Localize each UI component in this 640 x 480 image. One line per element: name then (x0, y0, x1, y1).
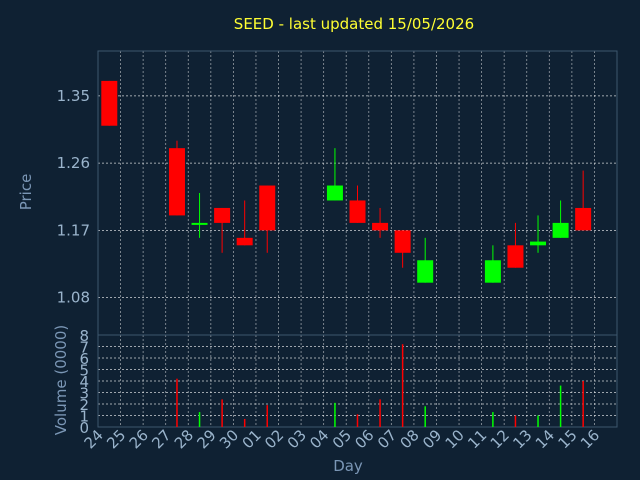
volume-tick-label: 6 (79, 350, 89, 368)
volume-tick-label: 2 (79, 396, 89, 414)
price-tick-label: 1.08 (57, 289, 90, 307)
candle-body (326, 185, 343, 201)
day-tick-label: 16 (577, 426, 603, 452)
volume-bar (559, 385, 562, 427)
volume-bar (356, 414, 359, 427)
volume-bar (582, 381, 584, 427)
candle-body (214, 207, 231, 223)
volume-bar (266, 405, 268, 427)
volume-tick-label: 4 (79, 373, 89, 391)
price-axis-label: Price (17, 174, 35, 211)
chart-title: SEED - last updated 15/05/2026 (234, 15, 474, 33)
price-tick-label: 1.26 (57, 154, 90, 172)
price-tick-label: 1.35 (57, 87, 90, 105)
day-axis-label: Day (333, 457, 363, 475)
volume-bar (198, 412, 201, 427)
candle-body (349, 200, 366, 223)
volume-bar (176, 378, 178, 427)
candle-body (394, 230, 411, 253)
candle-body (530, 241, 547, 246)
volume-tick-label: 7 (79, 339, 89, 357)
candle-body (259, 185, 276, 231)
candle-body (168, 148, 185, 216)
volume-tick-label: 0 (79, 419, 89, 437)
price-tick-label: 1.17 (57, 221, 90, 239)
volume-bar (424, 406, 426, 427)
volume-tick-label: 5 (79, 362, 89, 380)
candle-body (417, 260, 434, 283)
candle-body (552, 222, 569, 238)
volume-tick-label: 1 (79, 408, 89, 426)
volume-tick-label: 3 (79, 385, 89, 403)
volume-bar (221, 399, 223, 427)
candle-body (372, 222, 389, 231)
volume-bar (243, 418, 246, 427)
volume-bar (401, 344, 404, 427)
candle-body (236, 237, 253, 246)
volume-bar (334, 402, 336, 427)
volume-bar (514, 415, 517, 427)
candle-body (575, 207, 592, 231)
candle-body (101, 80, 118, 126)
volume-tick-label: 8 (79, 327, 89, 345)
volume-bar (492, 412, 494, 427)
candle-body (484, 260, 501, 283)
candle-body (191, 222, 208, 225)
volume-bar (379, 399, 381, 427)
candle-body (507, 245, 524, 268)
volume-bar (537, 415, 539, 427)
volume-axis-label: Volume (0000) (52, 325, 70, 435)
